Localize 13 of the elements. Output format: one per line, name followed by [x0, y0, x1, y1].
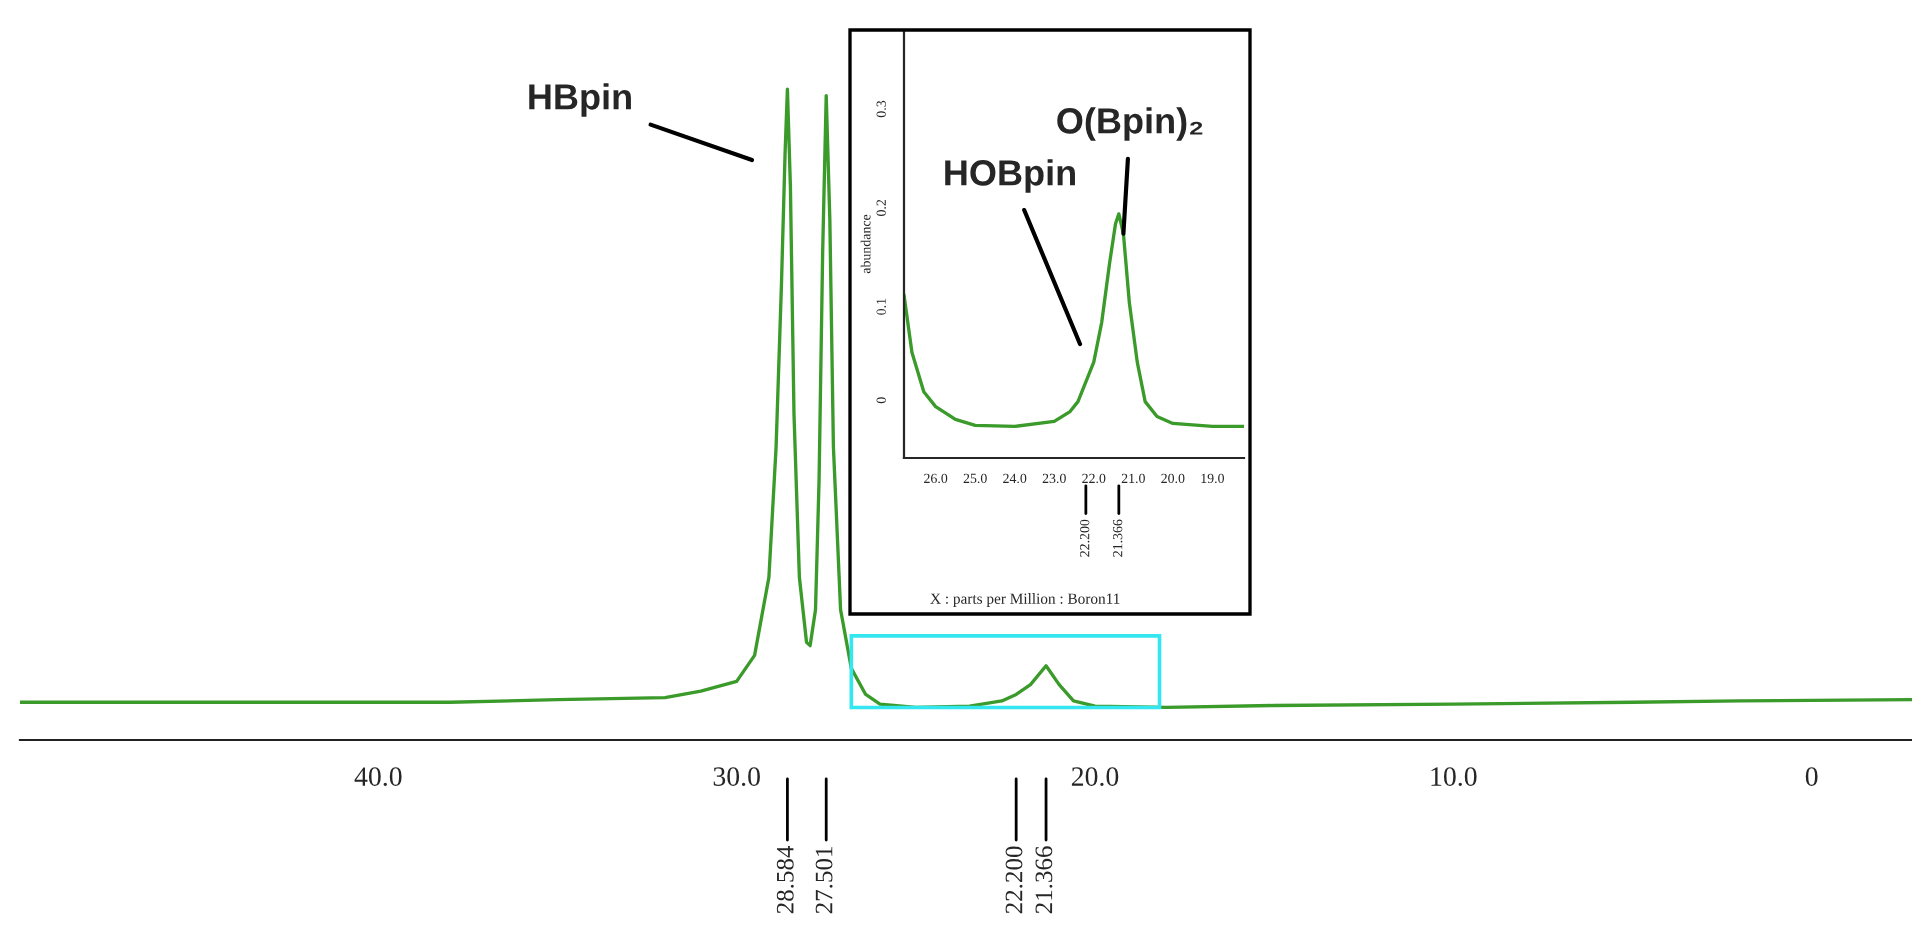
- x-tick-label: 20.0: [1071, 767, 1119, 787]
- annotation: O(Bpin)₂: [1057, 107, 1203, 141]
- annotation: 27.501: [815, 847, 833, 914]
- x-tick-label: 30.0: [713, 767, 760, 787]
- annotation: 22.200: [1005, 846, 1023, 914]
- annotation: HOBpin: [945, 159, 1075, 193]
- annotation: HBpin: [529, 83, 631, 117]
- line-series: [904, 212, 1244, 429]
- annotation: 28.584: [776, 845, 794, 914]
- x-tick-label: 40.0: [354, 767, 402, 787]
- x-tick-label: 0: [1805, 767, 1818, 786]
- x-tick-label: 10.0: [1431, 767, 1477, 787]
- annotation: 21.366: [1035, 846, 1053, 914]
